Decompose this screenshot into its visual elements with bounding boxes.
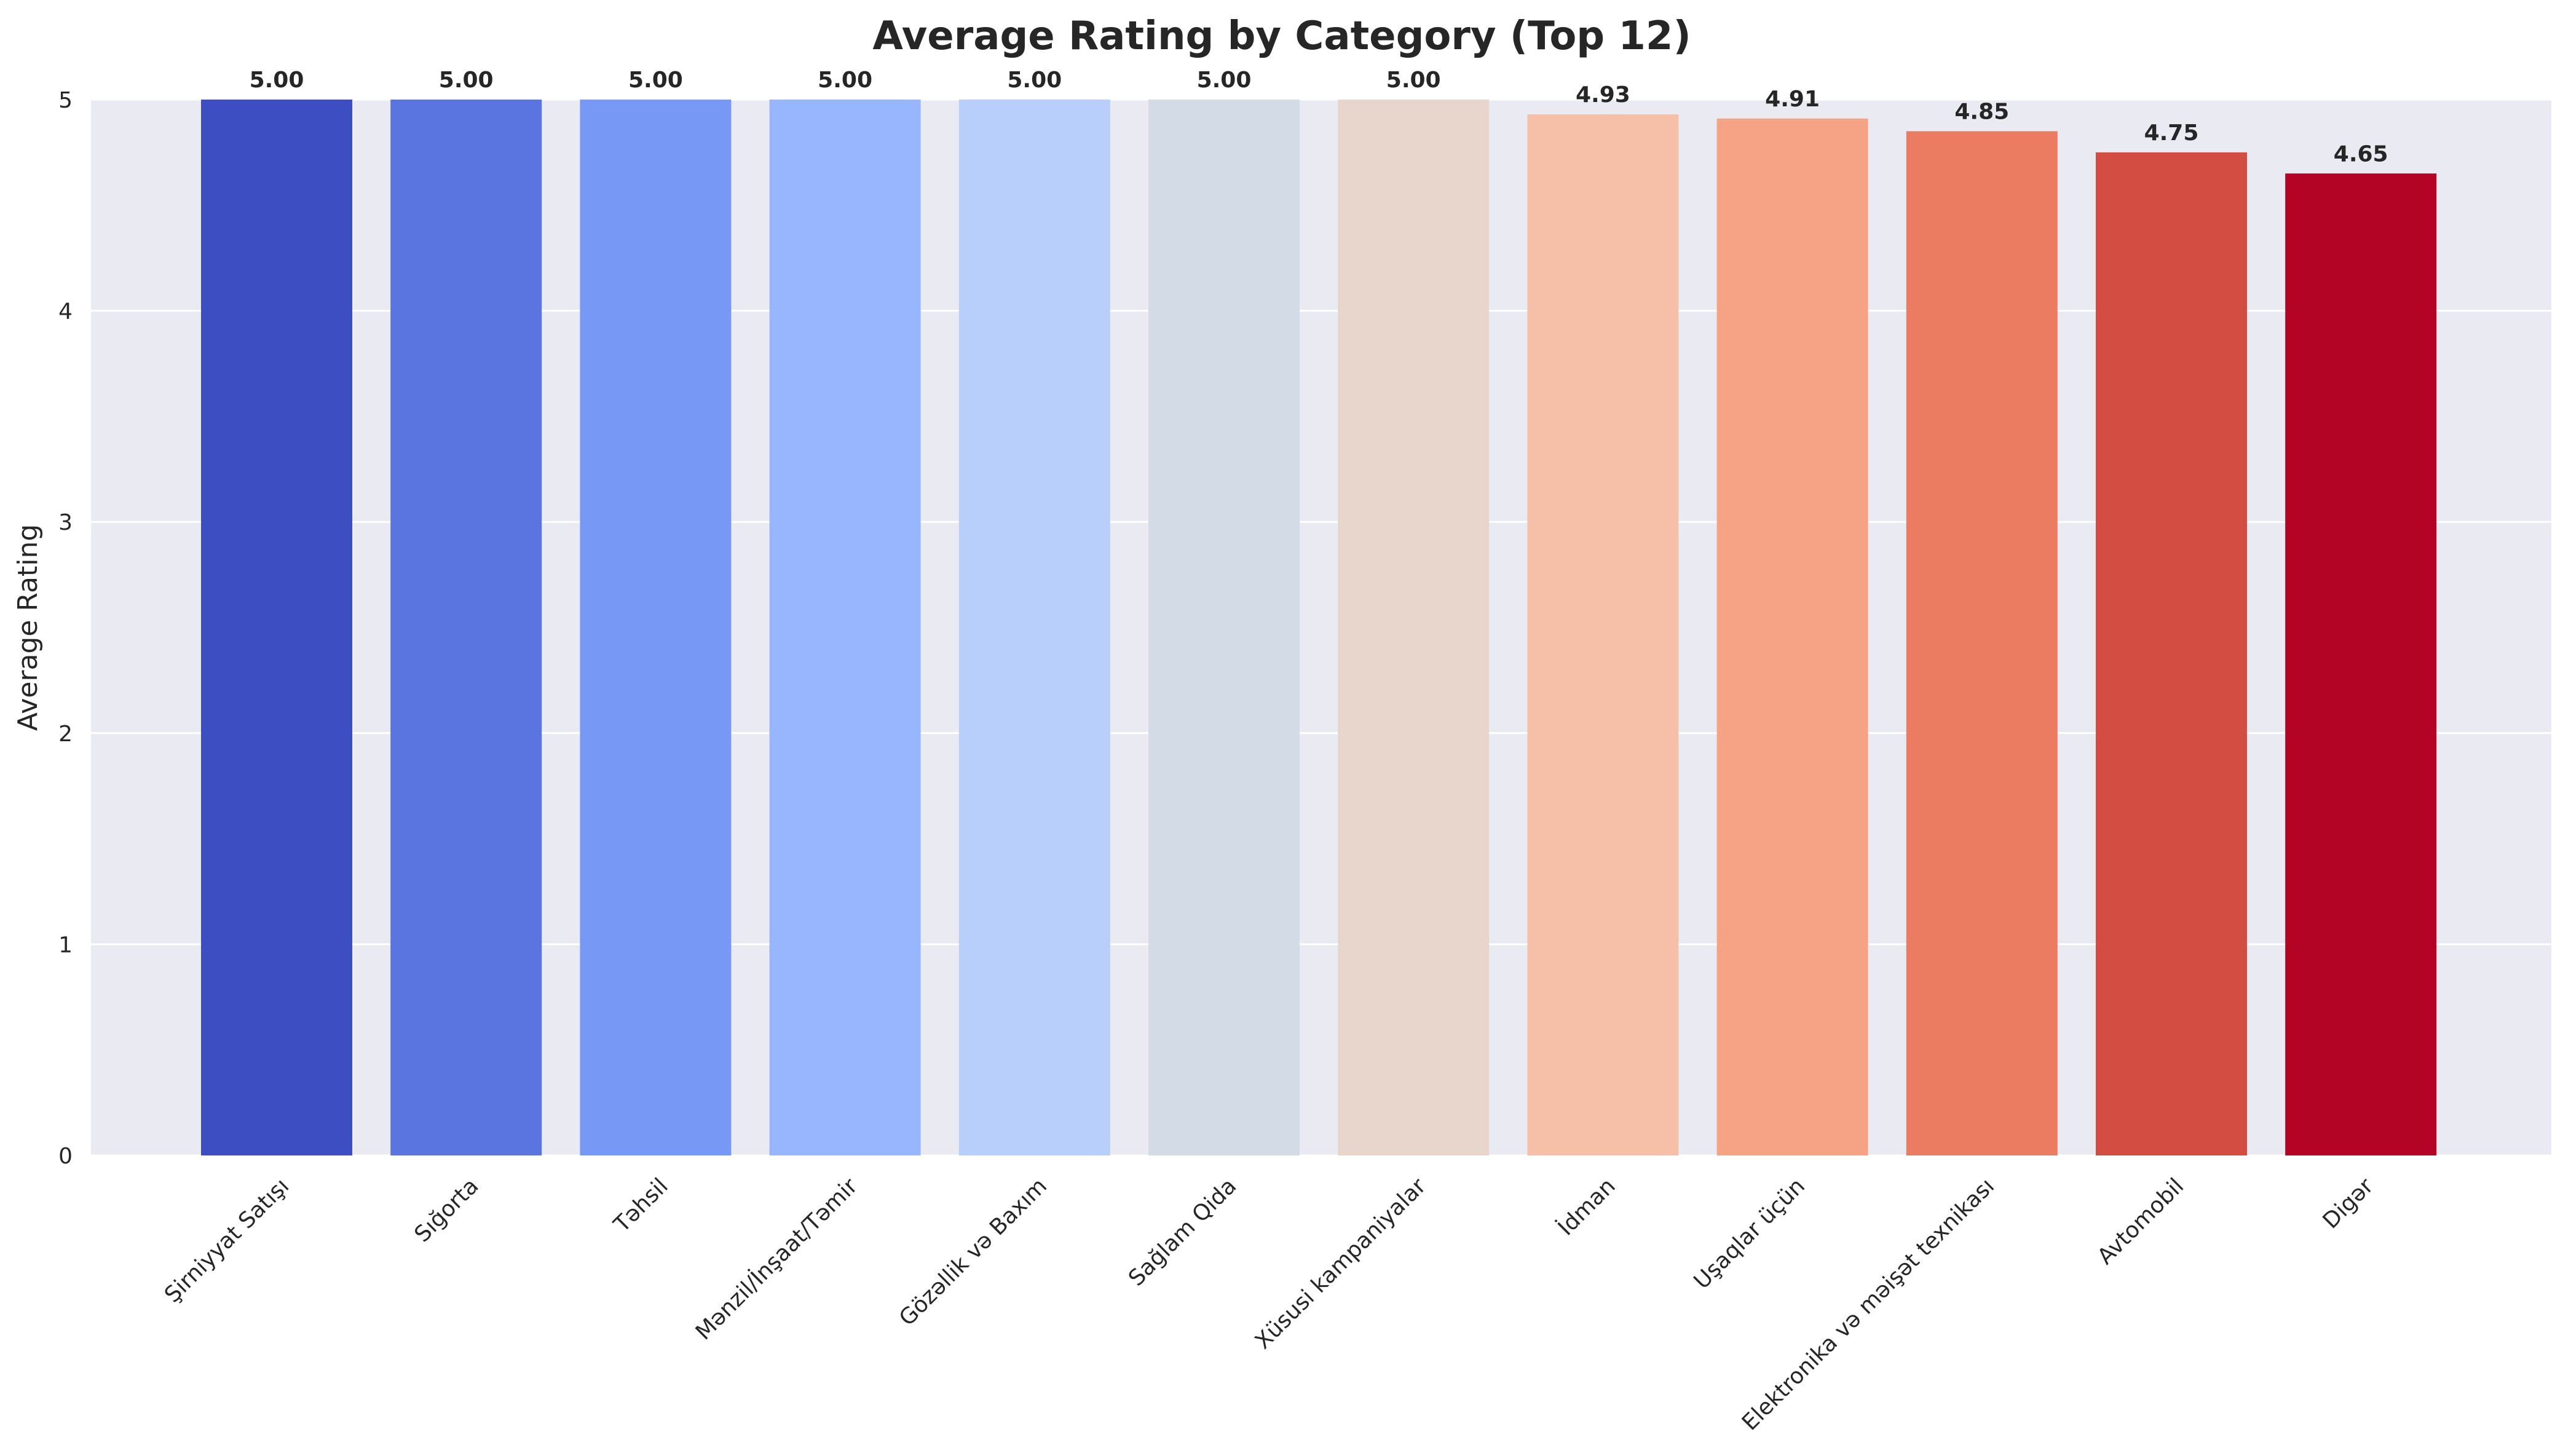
bar xyxy=(390,100,542,1155)
bar xyxy=(2096,152,2247,1155)
x-axis-ticks: Şirniyyat Satışı Sığorta Təhsil Mənzil/İnşa… xyxy=(160,1173,2379,1436)
bar xyxy=(580,100,732,1155)
x-tick-label: Xüsusi kampaniyalar xyxy=(1250,1173,1431,1354)
chart-title: Average Rating by Category (Top 12) xyxy=(872,14,1691,59)
bars xyxy=(201,100,2437,1156)
bar-value-label: 4.75 xyxy=(2144,120,2199,146)
bar xyxy=(201,100,352,1155)
bar xyxy=(769,100,921,1155)
y-tick-label: 0 xyxy=(58,1144,73,1169)
bar xyxy=(1338,100,1490,1155)
bar xyxy=(1148,100,1300,1155)
x-tick-label: Təhsil xyxy=(609,1173,673,1237)
bar-value-label: 4.93 xyxy=(1576,82,1630,108)
x-tick-label: Mənzil/İnşaat/Təmir xyxy=(690,1173,863,1345)
bar-value-label: 5.00 xyxy=(628,68,683,93)
y-tick-label: 5 xyxy=(58,88,73,113)
bar-value-label: 5.00 xyxy=(250,68,304,93)
y-tick-label: 3 xyxy=(58,510,73,535)
x-tick-label: İdman xyxy=(1553,1173,1621,1241)
x-tick-label: Sığorta xyxy=(410,1173,484,1247)
y-tick-label: 4 xyxy=(58,299,73,325)
bar-value-label: 5.00 xyxy=(818,68,872,93)
bar-value-label: 5.00 xyxy=(1197,68,1252,93)
y-tick-label: 2 xyxy=(58,722,73,747)
bar-value-label: 5.00 xyxy=(1386,68,1441,93)
bar xyxy=(1716,118,1868,1156)
bar-value-label: 4.91 xyxy=(1765,87,1820,112)
x-tick-label: Sağlam Qida xyxy=(1124,1173,1241,1291)
bar-value-label: 4.65 xyxy=(2334,141,2388,167)
bar xyxy=(1527,114,1679,1155)
x-tick-label: Digər xyxy=(2318,1173,2379,1234)
bar xyxy=(958,100,1110,1155)
bar-value-label: 4.85 xyxy=(1954,100,2009,125)
bar xyxy=(2285,173,2437,1155)
y-tick-label: 1 xyxy=(58,932,73,958)
x-tick-label: Uşaqlar üçün xyxy=(1689,1173,1810,1294)
y-axis-label: Average Rating xyxy=(12,524,44,731)
bar-value-label: 5.00 xyxy=(439,68,494,93)
bar-value-label: 5.00 xyxy=(1007,68,1062,93)
x-tick-label: Gözəllik və Baxım xyxy=(894,1173,1052,1331)
y-axis-ticks: 0 1 2 3 4 5 xyxy=(58,88,73,1169)
x-tick-label: Avtomobil xyxy=(2093,1173,2189,1269)
value-labels: 5.00 5.00 5.00 5.00 5.00 5.00 5.00 4.93 4.91 4.85… xyxy=(250,68,2388,167)
x-tick-label: Şirniyyat Satışı xyxy=(160,1173,294,1307)
bar xyxy=(1906,131,2058,1155)
